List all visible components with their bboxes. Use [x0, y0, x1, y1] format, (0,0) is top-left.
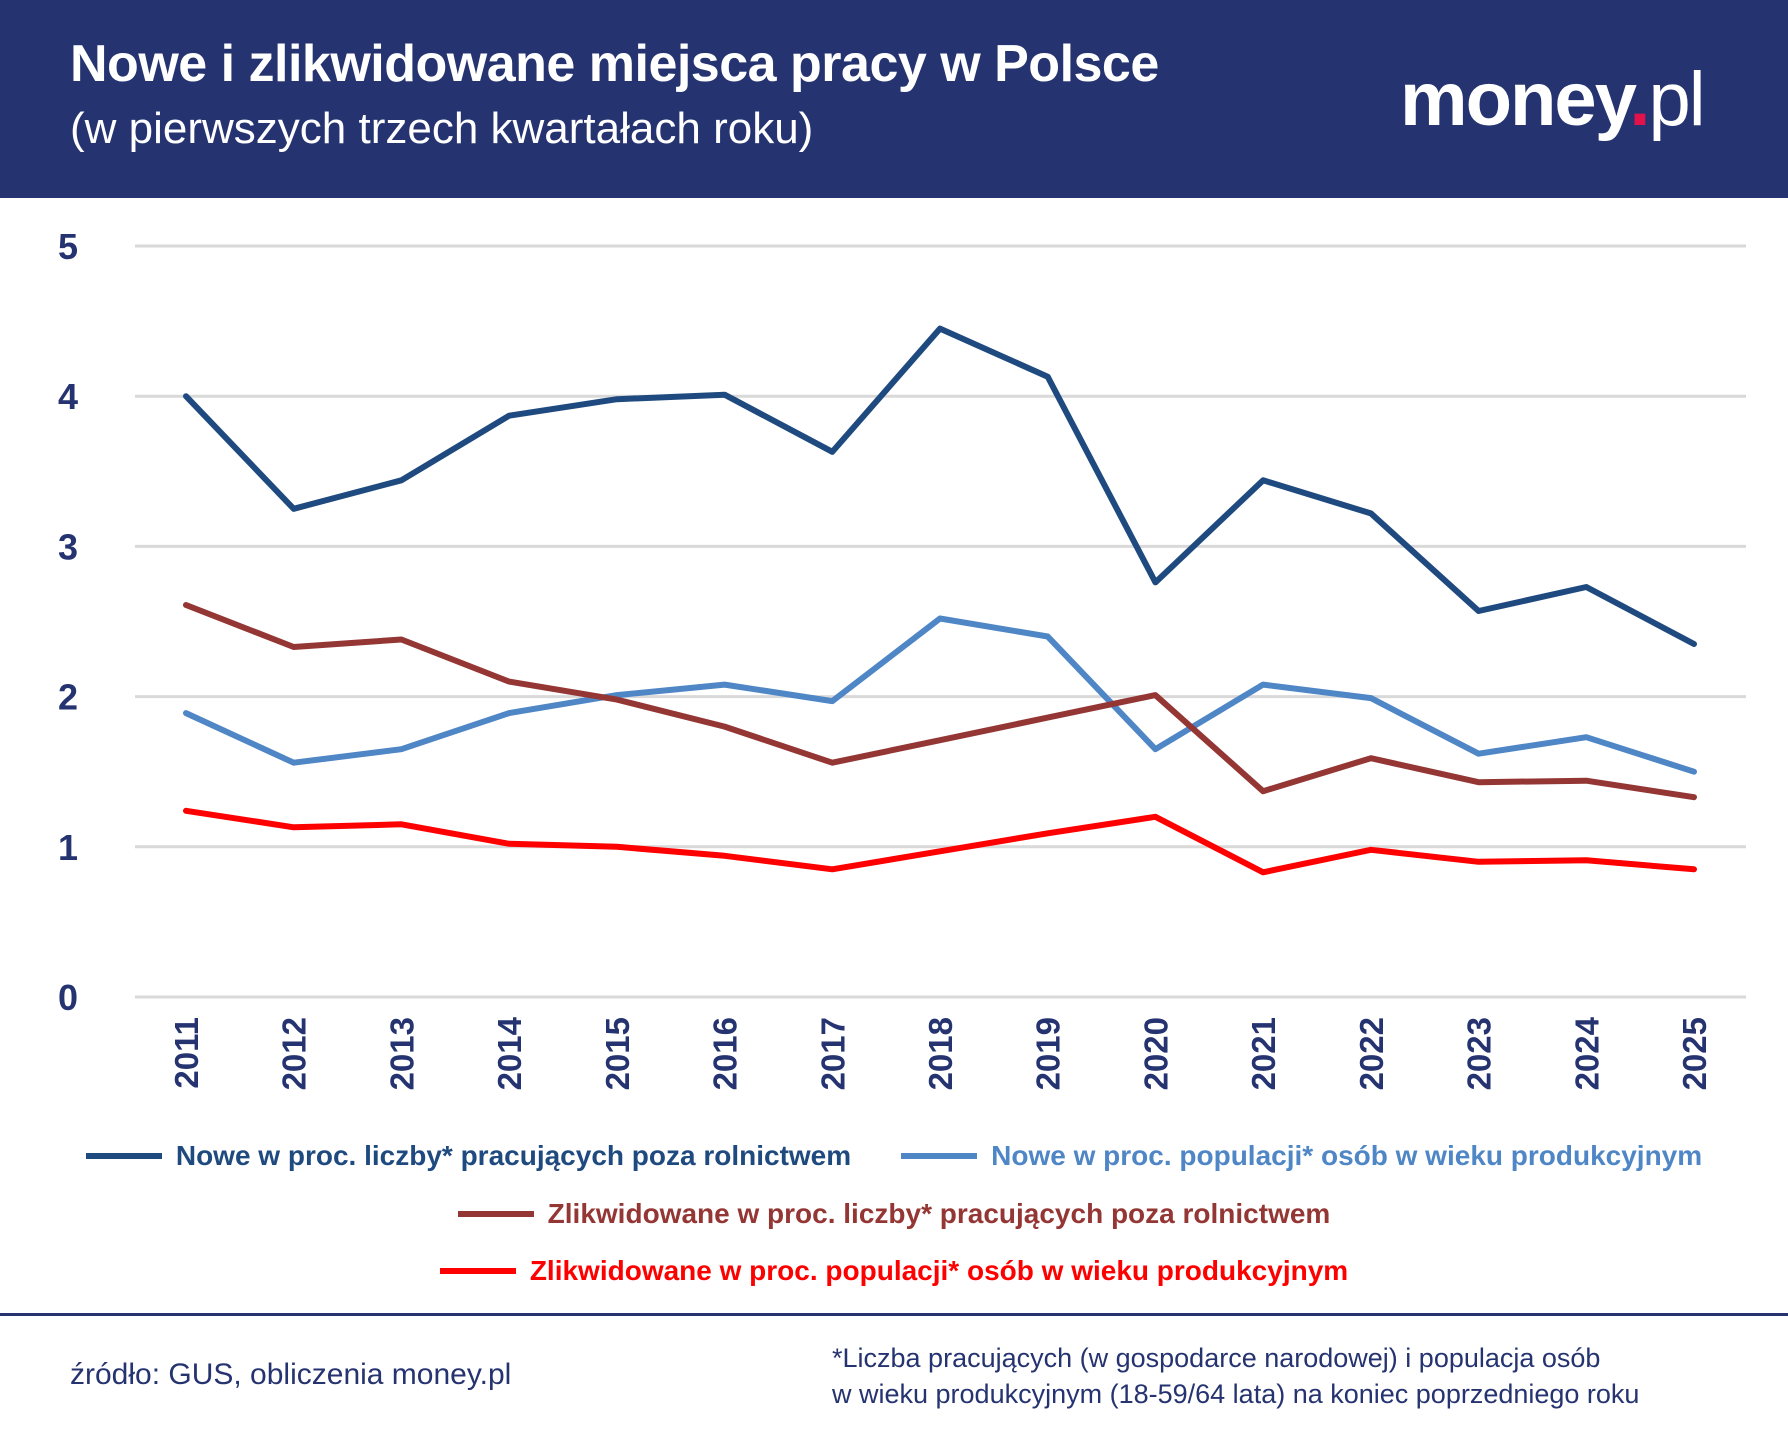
y-tick-label: 3 [58, 526, 78, 567]
header: Nowe i zlikwidowane miejsca pracy w Pols… [0, 0, 1788, 198]
x-tick-label: 2021 [1245, 1017, 1282, 1090]
x-tick-label: 2014 [491, 1016, 528, 1090]
x-tick-label: 2018 [922, 1017, 959, 1090]
x-tick-label: 2012 [276, 1017, 313, 1090]
x-tick-label: 2013 [383, 1017, 420, 1090]
x-tick-label: 2020 [1137, 1017, 1174, 1090]
x-tick-label: 2019 [1030, 1017, 1067, 1090]
legend-item-nowe-populacja: Nowe w proc. populacji* osób w wieku pro… [901, 1140, 1702, 1172]
chart-title: Nowe i zlikwidowane miejsca pracy w Pols… [70, 35, 1159, 93]
legend-label: Nowe w proc. liczby* pracujących poza ro… [175, 1140, 852, 1171]
x-tick-label: 2022 [1353, 1017, 1390, 1090]
x-tick-label: 2023 [1461, 1017, 1498, 1090]
legend-row-3: Zlikwidowane w proc. populacji* osób w w… [0, 1255, 1788, 1287]
legend-label: Zlikwidowane w proc. populacji* osób w w… [529, 1255, 1349, 1286]
legend-label: Nowe w proc. populacji* osób w wieku pro… [991, 1140, 1703, 1171]
money-pl-logo: money.pl [1400, 57, 1706, 142]
chart-subtitle: (w pierwszych trzech kwartałach roku) [70, 104, 814, 153]
legend-item-zlikwidowane-populacja: Zlikwidowane w proc. populacji* osób w w… [439, 1255, 1349, 1287]
legend-swatch [457, 1211, 534, 1217]
legend-swatch [901, 1153, 978, 1159]
legend-item-zlikwidowane-pracujacy: Zlikwidowane w proc. liczby* pracujących… [457, 1198, 1331, 1230]
y-tick-label: 0 [58, 977, 78, 1018]
y-tick-label: 5 [58, 226, 78, 267]
x-tick-label: 2024 [1568, 1016, 1605, 1090]
legend-label: Zlikwidowane w proc. liczby* pracujących… [547, 1198, 1331, 1229]
footnote: *Liczba pracujących (w gospodarce narodo… [832, 1340, 1639, 1412]
line-chart: 0 1 2 3 4 5 2011 2012 2013 2014 2015 2016 2017 2018 20… [58, 226, 1746, 1090]
x-tick-label: 2011 [168, 1017, 205, 1089]
legend-item-nowe-pracujacy: Nowe w proc. liczby* pracujących poza ro… [85, 1140, 852, 1172]
legend-swatch [439, 1268, 516, 1274]
x-tick-label: 2025 [1676, 1017, 1713, 1090]
footnote-line-1: *Liczba pracujących (w gospodarce narodo… [832, 1343, 1601, 1373]
legend-swatch [85, 1153, 162, 1159]
x-tick-label: 2017 [814, 1017, 851, 1090]
y-tick-label: 4 [58, 376, 78, 417]
x-tick-label: 2016 [707, 1017, 744, 1090]
series-line-1 [183, 325, 1697, 647]
series-line-3 [183, 602, 1697, 801]
y-tick-label: 2 [58, 677, 78, 718]
y-tick-label: 1 [58, 827, 78, 868]
source-text: źródło: GUS, obliczenia money.pl [70, 1358, 512, 1391]
series-line-4 [183, 807, 1697, 876]
legend-row-1: Nowe w proc. liczby* pracujących poza ro… [0, 1140, 1788, 1172]
x-tick-label: 2015 [599, 1017, 636, 1090]
footer-divider [0, 1313, 1788, 1316]
series-line-2 [183, 615, 1697, 775]
legend-row-2: Zlikwidowane w proc. liczby* pracujących… [0, 1198, 1788, 1230]
footnote-line-2: w wieku produkcyjnym (18-59/64 lata) na … [832, 1379, 1640, 1409]
